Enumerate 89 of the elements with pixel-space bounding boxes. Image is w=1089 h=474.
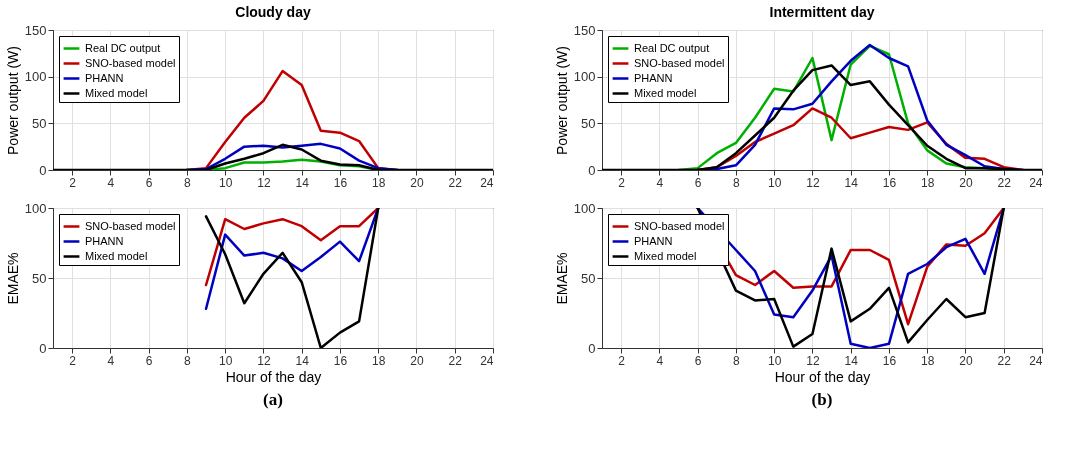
x-tick-label: 24 — [480, 353, 494, 368]
x-tick-label: 16 — [333, 175, 348, 190]
x-tick-label: 16 — [333, 353, 348, 368]
y-tick-label: 0 — [588, 340, 596, 356]
y-tick-label: 50 — [32, 270, 47, 286]
legend-label: PHANN — [634, 234, 673, 247]
x-tick-label: 6 — [145, 353, 153, 368]
y-axis-title: Power output (W) — [553, 46, 570, 155]
legend-label: SNO-based model — [85, 219, 176, 232]
y-tick-label: 50 — [32, 115, 47, 131]
x-tick-label: 6 — [145, 175, 153, 190]
x-axis-title: Hour of the day — [774, 368, 871, 385]
x-tick-label: 16 — [882, 353, 897, 368]
y-tick-label: 100 — [24, 69, 47, 85]
y-tick-label: 50 — [581, 270, 596, 286]
text: (a) — [263, 390, 283, 409]
y-tick-label: 150 — [573, 22, 596, 38]
legend-label: Mixed model — [634, 86, 697, 99]
line-series — [204, 208, 380, 348]
chart-title: Cloudy day — [235, 4, 311, 20]
x-tick-label: 20 — [410, 353, 424, 368]
x-tick-label: 4 — [656, 175, 664, 190]
x-tick-label: 10 — [767, 175, 782, 190]
x-tick-label: 20 — [959, 175, 973, 190]
chart-title: Intermittent day — [769, 4, 875, 20]
x-tick-label: 16 — [882, 175, 897, 190]
x-tick-label: 12 — [257, 353, 271, 368]
x-tick-label: 18 — [372, 175, 386, 190]
legend-label: Real DC output — [634, 41, 710, 54]
legend-label: SNO-based model — [634, 56, 725, 69]
x-tick-label: 10 — [218, 353, 233, 368]
x-tick-label: 22 — [448, 175, 463, 190]
legend-label: Mixed model — [85, 86, 148, 99]
x-tick-label: 24 — [1029, 353, 1043, 368]
legend-label: SNO-based model — [85, 56, 176, 69]
legend-label: Mixed model — [85, 249, 148, 262]
x-tick-label: 20 — [410, 175, 424, 190]
x-tick-label: 10 — [218, 175, 233, 190]
y-axis-title: EMAE% — [4, 252, 21, 305]
text: (b) — [811, 390, 833, 409]
y-tick-label: 150 — [24, 22, 47, 38]
x-tick-label: 12 — [806, 175, 820, 190]
x-tick-label: 14 — [295, 353, 310, 368]
x-tick-label: 2 — [618, 353, 626, 368]
x-tick-label: 18 — [921, 175, 935, 190]
x-tick-label: 24 — [1029, 175, 1043, 190]
line-series — [204, 208, 380, 311]
y-tick-label: 50 — [581, 115, 596, 131]
legend-label: PHANN — [85, 71, 124, 84]
x-axis-title: Hour of the day — [225, 368, 322, 385]
x-tick-label: 22 — [997, 175, 1012, 190]
x-tick-label: 4 — [107, 175, 115, 190]
x-tick-label: 2 — [69, 175, 77, 190]
x-tick-label: 18 — [921, 353, 935, 368]
x-tick-label: 14 — [844, 353, 859, 368]
x-tick-label: 2 — [69, 353, 77, 368]
y-tick-label: 0 — [39, 340, 47, 356]
x-tick-label: 6 — [694, 353, 702, 368]
legend-label: Real DC output — [85, 41, 161, 54]
x-tick-label: 8 — [184, 353, 192, 368]
x-tick-label: 24 — [480, 175, 494, 190]
x-tick-label: 4 — [656, 353, 664, 368]
line-series — [204, 208, 380, 287]
x-tick-label: 8 — [184, 175, 192, 190]
y-tick-label: 100 — [24, 200, 47, 216]
y-tick-label: 0 — [588, 162, 596, 178]
y-tick-label: 100 — [573, 200, 596, 216]
x-tick-label: 20 — [959, 353, 973, 368]
x-tick-label: 14 — [844, 175, 859, 190]
y-axis-title: EMAE% — [553, 252, 570, 305]
x-tick-label: 6 — [694, 175, 702, 190]
legend-label: PHANN — [634, 71, 673, 84]
x-tick-label: 8 — [733, 353, 741, 368]
y-axis-title: Power output (W) — [4, 46, 21, 155]
legend-label: PHANN — [85, 234, 124, 247]
x-tick-label: 22 — [997, 353, 1012, 368]
legend-label: Mixed model — [634, 249, 697, 262]
x-tick-label: 2 — [618, 175, 626, 190]
y-tick-label: 0 — [39, 162, 47, 178]
x-tick-label: 8 — [733, 175, 741, 190]
x-tick-label: 10 — [767, 353, 782, 368]
x-tick-label: 14 — [295, 175, 310, 190]
y-tick-label: 100 — [573, 69, 596, 85]
x-tick-label: 12 — [257, 175, 271, 190]
x-tick-label: 22 — [448, 353, 463, 368]
x-tick-label: 12 — [806, 353, 820, 368]
x-tick-label: 18 — [372, 353, 386, 368]
x-tick-label: 4 — [107, 353, 115, 368]
legend-label: SNO-based model — [634, 219, 725, 232]
